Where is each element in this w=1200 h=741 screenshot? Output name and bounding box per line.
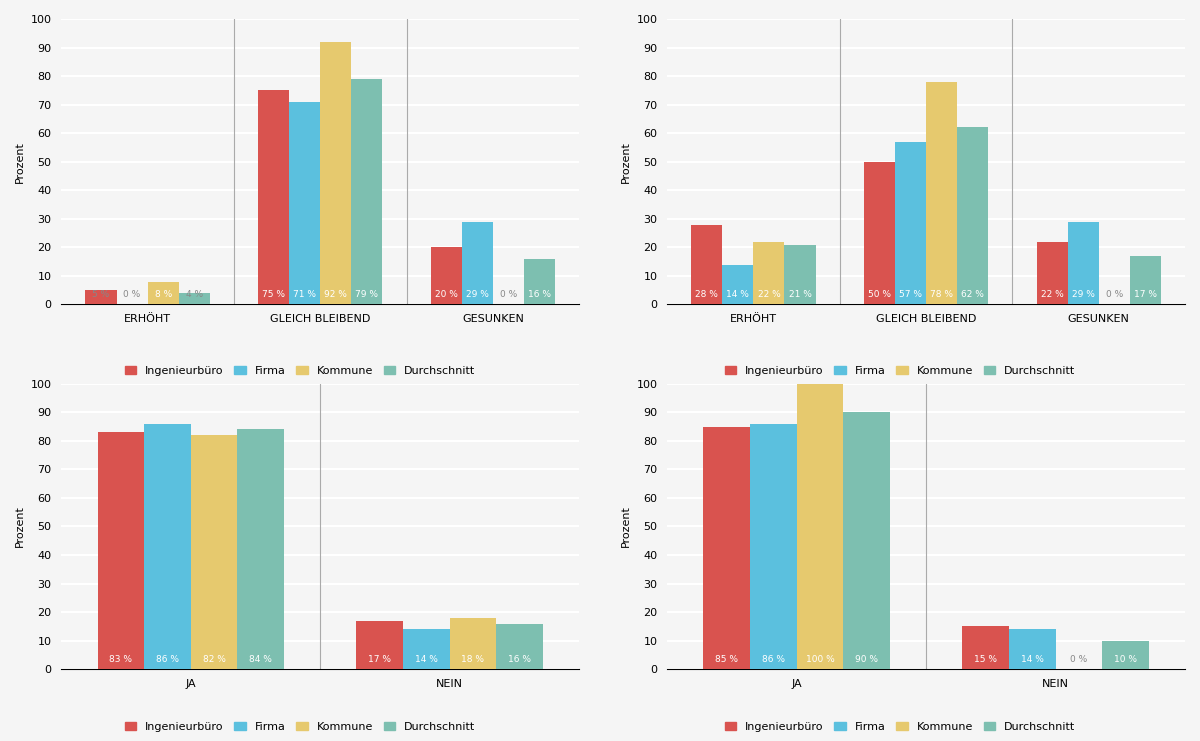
Bar bbox=[1037, 242, 1068, 305]
Y-axis label: Prozent: Prozent bbox=[620, 505, 631, 548]
Bar bbox=[258, 90, 289, 305]
Text: 29 %: 29 % bbox=[466, 290, 488, 299]
Bar bbox=[85, 290, 116, 305]
Text: 62 %: 62 % bbox=[961, 290, 984, 299]
Bar bbox=[926, 82, 958, 305]
Bar bbox=[289, 102, 320, 305]
Text: 83 %: 83 % bbox=[109, 655, 132, 664]
Text: 82 %: 82 % bbox=[203, 655, 226, 664]
Bar bbox=[750, 424, 797, 669]
Text: 20 %: 20 % bbox=[434, 290, 457, 299]
Text: 50 %: 50 % bbox=[868, 290, 890, 299]
Text: 21 %: 21 % bbox=[788, 290, 811, 299]
Bar bbox=[97, 432, 144, 669]
Text: 79 %: 79 % bbox=[355, 290, 378, 299]
Bar bbox=[356, 621, 403, 669]
Text: 86 %: 86 % bbox=[762, 655, 785, 664]
Text: 28 %: 28 % bbox=[695, 290, 719, 299]
Bar bbox=[1068, 222, 1099, 305]
Bar bbox=[462, 222, 493, 305]
Bar bbox=[179, 293, 210, 305]
Text: 22 %: 22 % bbox=[1040, 290, 1063, 299]
Text: 0 %: 0 % bbox=[1105, 290, 1123, 299]
Y-axis label: Prozent: Prozent bbox=[16, 141, 25, 183]
Bar bbox=[352, 79, 383, 305]
Bar bbox=[238, 430, 284, 669]
Bar bbox=[1009, 629, 1056, 669]
Bar bbox=[524, 259, 554, 305]
Text: 15 %: 15 % bbox=[974, 655, 997, 664]
Text: 71 %: 71 % bbox=[293, 290, 316, 299]
Text: 0 %: 0 % bbox=[1070, 655, 1087, 664]
Text: 10 %: 10 % bbox=[1114, 655, 1136, 664]
Bar bbox=[754, 242, 785, 305]
Text: 5 %: 5 % bbox=[92, 290, 109, 299]
Text: 0 %: 0 % bbox=[124, 290, 140, 299]
Bar bbox=[797, 384, 844, 669]
Y-axis label: Prozent: Prozent bbox=[620, 141, 631, 183]
Text: 78 %: 78 % bbox=[930, 290, 953, 299]
Text: 17 %: 17 % bbox=[368, 655, 391, 664]
Text: 14 %: 14 % bbox=[415, 655, 438, 664]
Bar bbox=[144, 424, 191, 669]
Bar bbox=[691, 225, 722, 305]
Text: 22 %: 22 % bbox=[757, 290, 780, 299]
Legend: Ingenieurbüro, Firma, Kommune, Durchschnitt: Ingenieurbüro, Firma, Kommune, Durchschn… bbox=[125, 366, 475, 376]
Text: 17 %: 17 % bbox=[1134, 290, 1157, 299]
Legend: Ingenieurbüro, Firma, Kommune, Durchschnitt: Ingenieurbüro, Firma, Kommune, Durchschn… bbox=[725, 366, 1075, 376]
Text: 14 %: 14 % bbox=[726, 290, 749, 299]
Text: 0 %: 0 % bbox=[499, 290, 517, 299]
Text: 100 %: 100 % bbox=[805, 655, 834, 664]
Bar bbox=[703, 427, 750, 669]
Text: 90 %: 90 % bbox=[854, 655, 878, 664]
Bar bbox=[1129, 256, 1160, 305]
Text: 8 %: 8 % bbox=[155, 290, 172, 299]
Bar bbox=[148, 282, 179, 305]
Bar bbox=[1102, 641, 1148, 669]
Bar bbox=[431, 247, 462, 305]
Y-axis label: Prozent: Prozent bbox=[16, 505, 25, 548]
Text: 84 %: 84 % bbox=[250, 655, 272, 664]
Text: 75 %: 75 % bbox=[262, 290, 286, 299]
Text: 92 %: 92 % bbox=[324, 290, 347, 299]
Text: 86 %: 86 % bbox=[156, 655, 179, 664]
Bar bbox=[722, 265, 754, 305]
Text: 29 %: 29 % bbox=[1072, 290, 1094, 299]
Bar bbox=[895, 142, 926, 305]
Bar bbox=[403, 629, 450, 669]
Bar bbox=[962, 626, 1009, 669]
Text: 14 %: 14 % bbox=[1021, 655, 1044, 664]
Bar bbox=[320, 41, 352, 305]
Bar bbox=[785, 245, 816, 305]
Legend: Ingenieurbüro, Firma, Kommune, Durchschnitt: Ingenieurbüro, Firma, Kommune, Durchschn… bbox=[125, 722, 475, 732]
Bar bbox=[958, 127, 989, 305]
Text: 16 %: 16 % bbox=[508, 655, 532, 664]
Text: 4 %: 4 % bbox=[186, 290, 203, 299]
Bar bbox=[497, 624, 542, 669]
Bar bbox=[844, 412, 890, 669]
Text: 16 %: 16 % bbox=[528, 290, 551, 299]
Legend: Ingenieurbüro, Firma, Kommune, Durchschnitt: Ingenieurbüro, Firma, Kommune, Durchschn… bbox=[725, 722, 1075, 732]
Bar bbox=[450, 618, 497, 669]
Text: 85 %: 85 % bbox=[715, 655, 738, 664]
Text: 57 %: 57 % bbox=[899, 290, 922, 299]
Text: 18 %: 18 % bbox=[462, 655, 485, 664]
Bar bbox=[191, 435, 238, 669]
Bar bbox=[864, 162, 895, 305]
